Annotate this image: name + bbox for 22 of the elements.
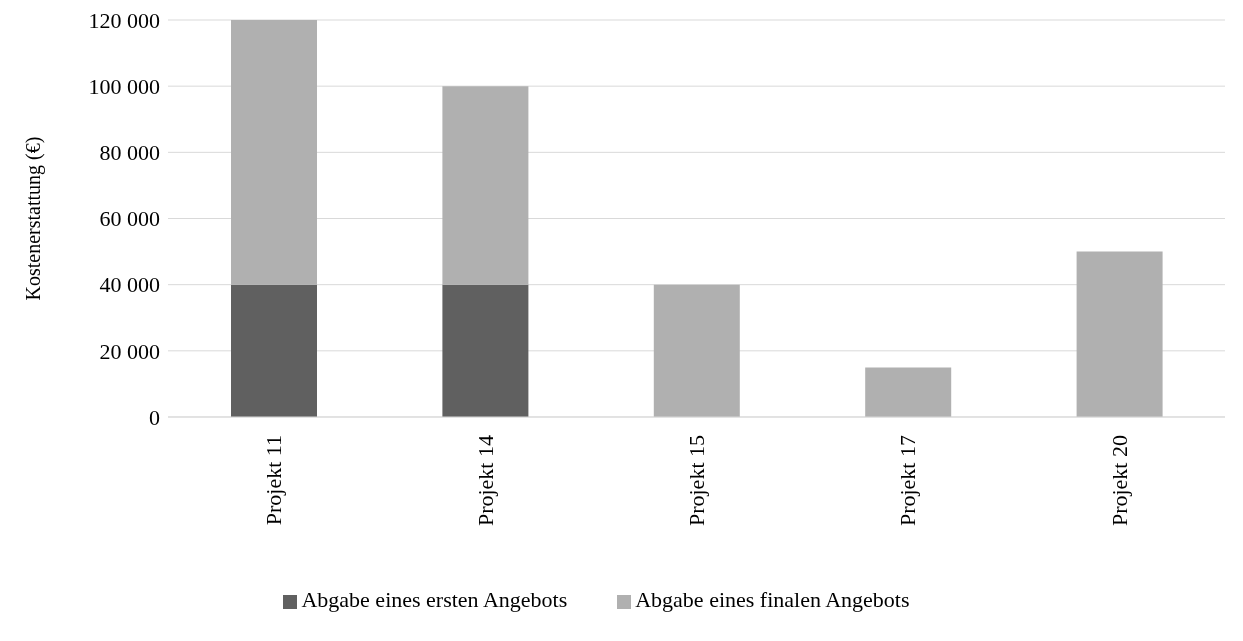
y-tick-label: 60 000: [99, 206, 160, 232]
bar: [865, 367, 952, 417]
bar: [1076, 251, 1163, 417]
legend-label: Abgabe eines ersten Angebots: [301, 587, 568, 612]
legend-label: Abgabe eines finalen Angebots: [635, 587, 910, 612]
y-tick-label: 120 000: [88, 7, 160, 33]
y-tick-label: 80 000: [99, 140, 160, 166]
y-tick-label: 100 000: [88, 73, 160, 99]
bar: [653, 284, 740, 417]
x-tick-label: Projekt 15: [684, 435, 709, 527]
y-axis-title: Kostenerstattung (€): [22, 136, 46, 301]
y-tick-label: 40 000: [99, 272, 160, 298]
y-tick-label: 0: [149, 404, 160, 430]
bar: [231, 284, 317, 417]
x-tick-label: Projekt 11: [261, 435, 287, 526]
x-tick-label: Projekt 14: [472, 435, 498, 527]
bar: [231, 20, 317, 285]
y-tick-label: 20 000: [99, 338, 160, 364]
x-tick-label: Projekt 17: [895, 435, 921, 527]
bar: [442, 284, 529, 417]
bar: [442, 86, 529, 285]
x-tick-label: Projekt 20: [1106, 435, 1132, 527]
